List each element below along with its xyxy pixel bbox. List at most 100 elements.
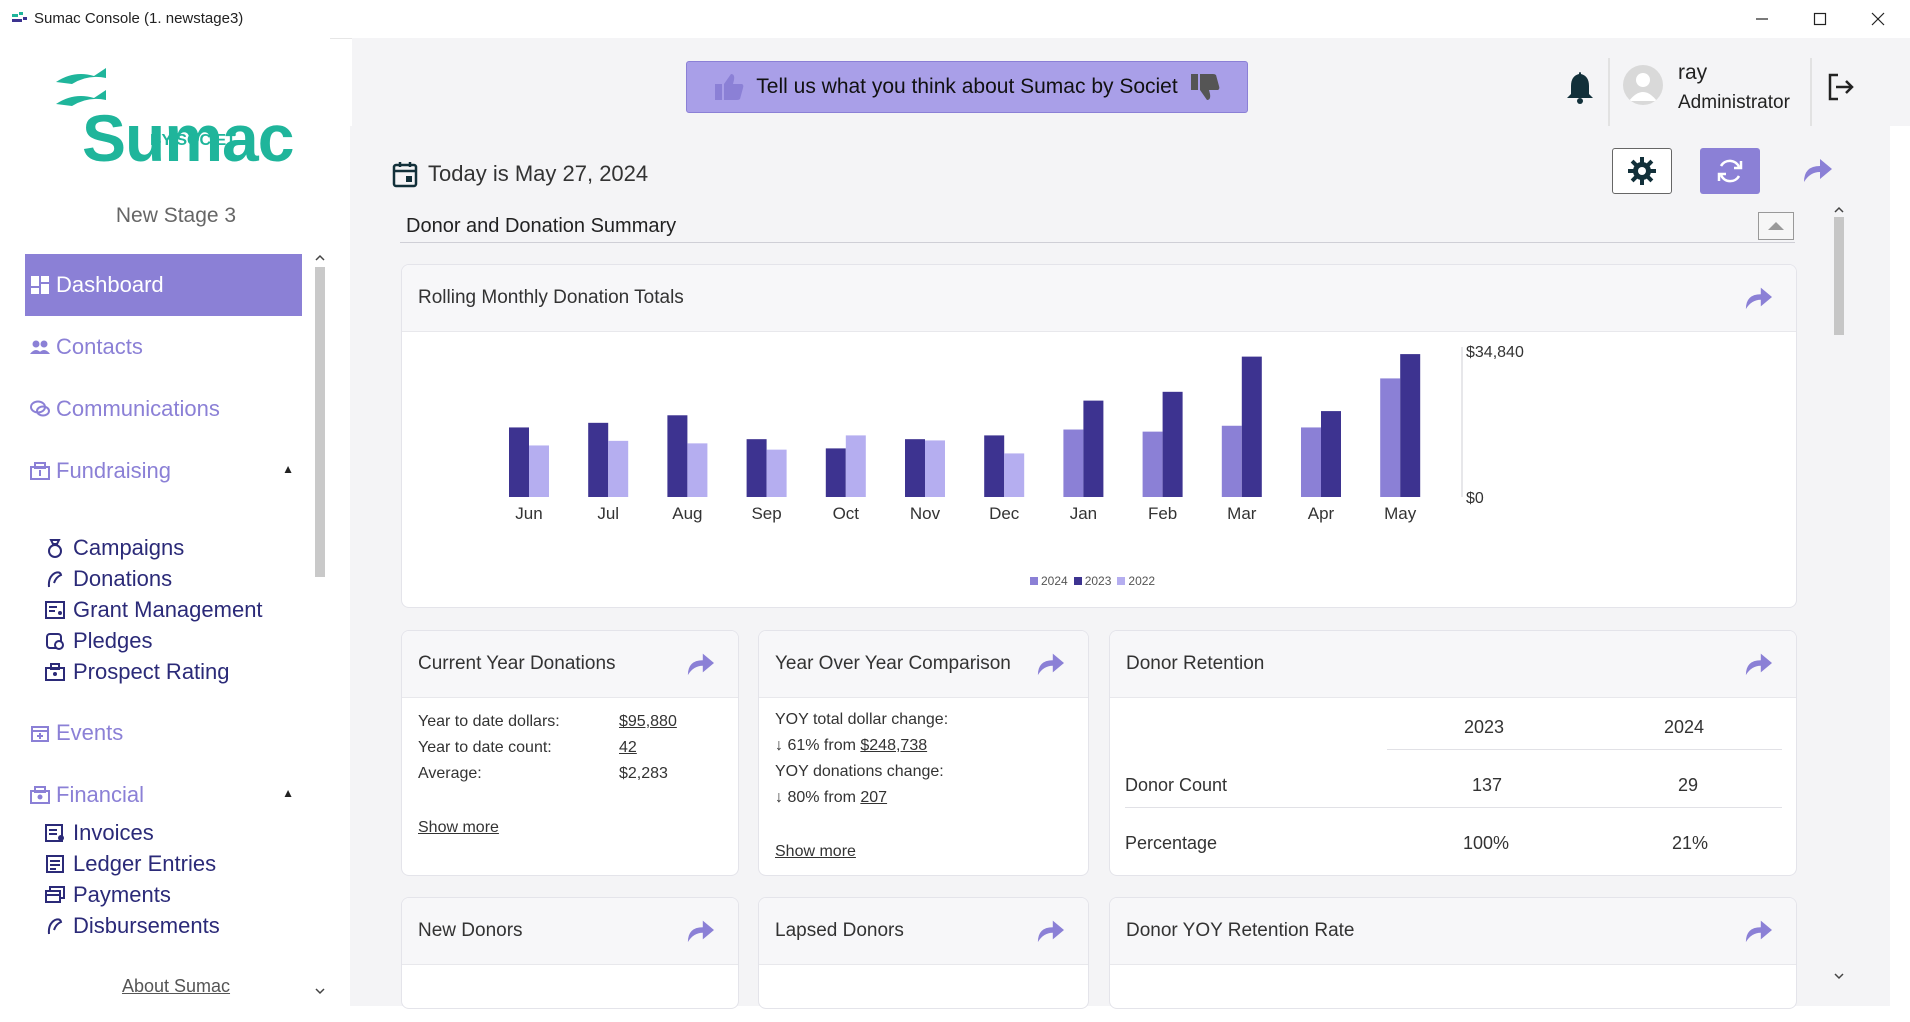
bar-2023-sep[interactable] [746,439,767,497]
bar-2023-nov[interactable] [905,439,925,497]
share-icon[interactable] [684,916,716,944]
bar-2023-jul[interactable] [588,422,609,497]
sidebar-sub-campaigns[interactable]: Campaigns [45,532,184,563]
thumbs-up-icon[interactable] [712,70,746,104]
bar-2023-apr[interactable] [1321,411,1341,497]
collapse-section-button[interactable] [1758,212,1794,240]
sidebar-sub-grant-management[interactable]: Grant Management [45,594,263,625]
sidebar-item-fundraising[interactable]: Fundraising ▲ [25,440,302,502]
bar-2022-jul[interactable] [608,440,629,497]
bar-2023-feb[interactable] [1162,391,1183,497]
bar-2024-apr[interactable] [1301,427,1321,497]
bar-2023-mar[interactable] [1241,356,1262,497]
scroll-up-icon[interactable] [1834,205,1844,215]
bar-2023-jun[interactable] [509,427,529,497]
bar-2023-aug[interactable] [667,415,688,497]
sidebar-item-financial[interactable]: Financial ▲ [25,764,302,826]
sidebar-sub-ledger-entries[interactable]: Ledger Entries [45,848,216,879]
bar-2023-oct[interactable] [825,448,846,497]
retention-cell: 21% [1672,833,1709,853]
ytd-count-value[interactable]: 42 [619,739,637,756]
bar-2022-jun[interactable] [529,445,549,497]
rolling-monthly-card: Rolling Monthly Donation Totals $34,840 $… [401,264,1797,608]
refresh-button[interactable] [1700,148,1760,194]
y-tick-label: $0 [1466,490,1484,507]
fundraising-icon [30,461,50,481]
logout-icon[interactable] [1826,72,1856,102]
bar-2023-dec[interactable] [984,435,1005,497]
bar-2022-nov[interactable] [925,440,945,497]
sidebar-item-dashboard[interactable]: Dashboard [25,254,302,316]
communications-icon [30,399,50,419]
sidebar-sub-disbursements[interactable]: Disbursements [45,910,220,941]
sidebar-scroll-thumb[interactable] [315,267,325,577]
share-icon[interactable] [1742,649,1774,677]
header-divider [1810,58,1812,152]
maximize-button[interactable] [1792,0,1848,38]
share-icon[interactable] [1034,649,1066,677]
sidebar-sub-invoices[interactable]: Invoices [45,817,154,848]
refresh-icon [1717,159,1743,183]
bar-2024-mar[interactable] [1221,425,1242,497]
thumbs-down-icon[interactable] [1188,70,1222,104]
yoy-donations-link[interactable]: 207 [860,789,888,806]
collapse-up-icon [1768,222,1784,230]
sidebar-sub-label: Disbursements [73,912,220,938]
scroll-up-icon[interactable] [315,253,325,263]
scroll-down-icon[interactable] [315,986,325,996]
bar-2024-feb[interactable] [1142,431,1163,497]
show-more-link[interactable]: Show more [418,819,499,836]
x-tick-label: Jul [597,504,619,523]
about-link[interactable]: About Sumac [121,976,231,996]
sidebar-item-events[interactable]: Events [25,702,302,764]
bar-2022-oct[interactable] [845,435,866,497]
minimize-button[interactable] [1734,0,1790,38]
sidebar-sub-prospect-rating[interactable]: Prospect Rating [45,656,230,687]
sidebar-item-communications[interactable]: Communications [25,378,302,440]
yoy-dollar-change-label: YOY total dollar change: [775,711,949,728]
x-tick-label: Aug [672,504,702,523]
collapse-caret-icon[interactable]: ▲ [282,786,294,800]
bar-2023-may[interactable] [1400,354,1421,497]
share-dashboard-icon[interactable] [1800,154,1834,184]
sidebar-sub-donations[interactable]: Donations [45,563,172,594]
avatar[interactable] [1623,65,1663,105]
notifications-bell-icon[interactable] [1565,70,1595,104]
current-year-card: Current Year Donations Year to date doll… [401,630,739,876]
sidebar-sub-pledges[interactable]: Pledges [45,625,153,656]
close-button[interactable] [1850,0,1906,38]
settings-button[interactable] [1612,148,1672,194]
bar-2024-jan[interactable] [1063,429,1084,497]
show-more-link[interactable]: Show more [775,843,856,860]
lapsed-donors-card: Lapsed Donors [758,897,1089,1009]
card-header [759,631,1088,698]
bar-2022-aug[interactable] [687,443,708,497]
sidebar-scrollbar[interactable] [313,253,327,998]
feedback-banner[interactable]: Tell us what you think about Sumac by So… [686,61,1248,113]
sidebar-item-label: Fundraising [56,458,171,483]
share-icon[interactable] [1742,283,1774,311]
chart-legend: 2024 2023 2022 [1030,574,1161,588]
yoy-comparison-card: Year Over Year Comparison YOY total doll… [758,630,1089,876]
share-icon[interactable] [1742,916,1774,944]
collapse-caret-icon[interactable]: ▲ [282,462,294,476]
org-name: New Stage 3 [115,204,237,227]
logo-mark-icon [56,68,106,106]
share-icon[interactable] [1034,916,1066,944]
card-header [402,898,738,965]
main-scrollbar[interactable] [1832,205,1846,985]
ytd-dollars-value[interactable]: $95,880 [619,713,677,730]
scroll-down-icon[interactable] [1834,971,1844,981]
sidebar-item-contacts[interactable]: Contacts [25,316,302,378]
sumac-logo[interactable]: Sumac BY SOCIET [54,64,304,179]
bar-2022-dec[interactable] [1004,453,1025,497]
bar-2023-jan[interactable] [1083,400,1104,497]
main-scroll-thumb[interactable] [1834,217,1844,335]
user-name: ray [1678,61,1708,84]
bar-2022-sep[interactable] [766,449,787,497]
yoy-dollar-link[interactable]: $248,738 [860,737,928,754]
sidebar-sub-payments[interactable]: Payments [45,879,171,910]
bar-2024-may[interactable] [1380,378,1401,497]
share-icon[interactable] [684,649,716,677]
grant-icon [45,600,65,620]
